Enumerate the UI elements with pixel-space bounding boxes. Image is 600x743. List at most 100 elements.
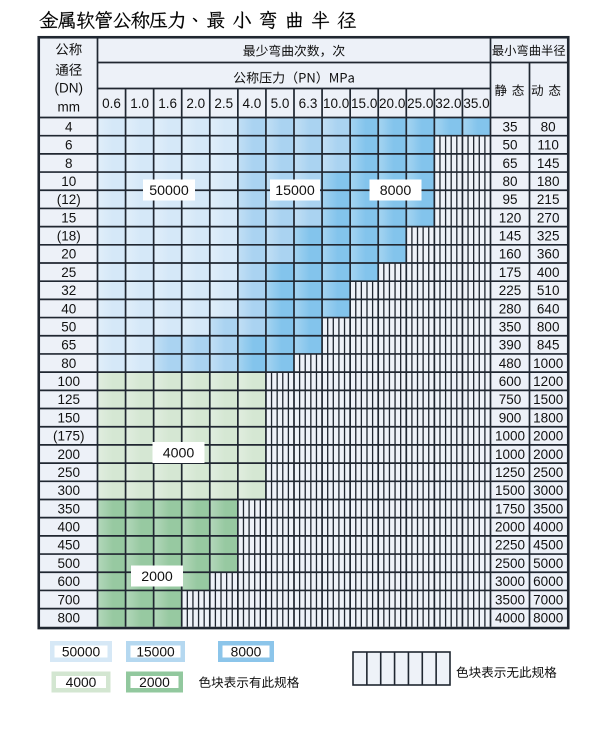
- svg-text:2000: 2000: [139, 675, 170, 690]
- svg-text:1200: 1200: [533, 374, 563, 389]
- svg-text:(175): (175): [53, 429, 85, 444]
- svg-text:400: 400: [537, 265, 560, 280]
- svg-text:200: 200: [58, 447, 81, 462]
- svg-text:300: 300: [58, 483, 81, 498]
- svg-text:4.0: 4.0: [243, 96, 262, 111]
- svg-text:4: 4: [65, 119, 73, 134]
- svg-text:1000: 1000: [495, 429, 525, 444]
- svg-text:25: 25: [61, 265, 76, 280]
- svg-text:8000: 8000: [533, 611, 563, 626]
- svg-text:1000: 1000: [495, 447, 525, 462]
- svg-text:80: 80: [61, 356, 76, 371]
- svg-text:80: 80: [541, 119, 556, 134]
- svg-text:2000: 2000: [533, 447, 563, 462]
- svg-text:480: 480: [499, 356, 522, 371]
- svg-text:350: 350: [58, 501, 81, 516]
- svg-text:400: 400: [58, 520, 81, 535]
- svg-text:145: 145: [537, 156, 560, 171]
- svg-text:700: 700: [58, 592, 81, 607]
- svg-text:4000: 4000: [163, 446, 195, 462]
- svg-text:32.0: 32.0: [435, 96, 461, 111]
- svg-text:35: 35: [502, 119, 517, 134]
- svg-text:50000: 50000: [149, 183, 189, 199]
- svg-text:10: 10: [61, 174, 76, 189]
- svg-text:640: 640: [537, 301, 560, 316]
- svg-text:250: 250: [58, 465, 81, 480]
- svg-text:145: 145: [499, 229, 522, 244]
- svg-text:3000: 3000: [495, 574, 525, 589]
- svg-text:20.0: 20.0: [379, 96, 405, 111]
- svg-text:8000: 8000: [380, 183, 412, 199]
- svg-text:(DN): (DN): [55, 81, 84, 96]
- svg-text:15000: 15000: [275, 183, 315, 199]
- svg-text:600: 600: [58, 574, 81, 589]
- svg-text:2000: 2000: [533, 429, 563, 444]
- svg-text:450: 450: [58, 538, 81, 553]
- svg-text:225: 225: [499, 283, 522, 298]
- svg-text:6: 6: [65, 138, 73, 153]
- svg-text:25.0: 25.0: [407, 96, 433, 111]
- svg-text:1750: 1750: [495, 501, 525, 516]
- svg-text:1000: 1000: [533, 356, 563, 371]
- svg-text:65: 65: [61, 338, 76, 353]
- svg-text:mm: mm: [58, 100, 81, 115]
- svg-text:510: 510: [537, 283, 560, 298]
- svg-text:1500: 1500: [533, 392, 563, 407]
- svg-text:4000: 4000: [533, 520, 563, 535]
- svg-text:3500: 3500: [533, 501, 563, 516]
- svg-text:280: 280: [499, 301, 522, 316]
- svg-text:1.6: 1.6: [158, 96, 177, 111]
- svg-text:4000: 4000: [495, 611, 525, 626]
- svg-text:15000: 15000: [136, 645, 175, 660]
- svg-text:175: 175: [499, 265, 522, 280]
- svg-text:15: 15: [61, 210, 76, 225]
- svg-text:4000: 4000: [66, 675, 97, 690]
- svg-text:1500: 1500: [495, 483, 525, 498]
- svg-text:125: 125: [58, 392, 81, 407]
- svg-text:50000: 50000: [62, 645, 101, 660]
- svg-text:6.3: 6.3: [299, 96, 318, 111]
- svg-text:100: 100: [58, 374, 81, 389]
- svg-text:160: 160: [499, 247, 522, 262]
- svg-text:215: 215: [537, 192, 560, 207]
- svg-text:360: 360: [537, 247, 560, 262]
- svg-text:8: 8: [65, 156, 73, 171]
- svg-text:845: 845: [537, 338, 560, 353]
- svg-text:110: 110: [537, 138, 559, 153]
- svg-text:1250: 1250: [495, 465, 525, 480]
- svg-text:95: 95: [502, 192, 517, 207]
- svg-text:2500: 2500: [495, 556, 525, 571]
- svg-text:6000: 6000: [533, 574, 563, 589]
- svg-text:40: 40: [61, 301, 76, 316]
- svg-text:2.0: 2.0: [186, 96, 205, 111]
- svg-text:10.0: 10.0: [323, 96, 349, 111]
- svg-text:2500: 2500: [533, 465, 563, 480]
- svg-text:150: 150: [58, 410, 81, 425]
- svg-text:750: 750: [499, 392, 522, 407]
- svg-text:800: 800: [58, 611, 81, 626]
- svg-text:3000: 3000: [533, 483, 563, 498]
- svg-text:8000: 8000: [231, 645, 262, 660]
- svg-text:1.0: 1.0: [130, 96, 149, 111]
- svg-text:5000: 5000: [533, 556, 563, 571]
- svg-text:120: 120: [499, 210, 522, 225]
- svg-text:270: 270: [537, 210, 560, 225]
- svg-text:600: 600: [499, 374, 522, 389]
- svg-text:5.0: 5.0: [271, 96, 290, 111]
- svg-text:0.6: 0.6: [102, 96, 121, 111]
- svg-text:500: 500: [58, 556, 81, 571]
- svg-text:50: 50: [61, 320, 76, 335]
- svg-text:2.5: 2.5: [214, 96, 233, 111]
- svg-text:2000: 2000: [141, 569, 173, 585]
- svg-text:3500: 3500: [495, 592, 525, 607]
- svg-text:20: 20: [61, 247, 76, 262]
- svg-text:325: 325: [537, 229, 560, 244]
- svg-text:2250: 2250: [495, 538, 525, 553]
- svg-text:350: 350: [499, 320, 522, 335]
- svg-text:(12): (12): [57, 192, 81, 207]
- svg-text:80: 80: [502, 174, 517, 189]
- svg-text:900: 900: [499, 410, 522, 425]
- svg-text:35.0: 35.0: [463, 96, 489, 111]
- svg-text:(18): (18): [57, 229, 81, 244]
- svg-text:50: 50: [502, 138, 517, 153]
